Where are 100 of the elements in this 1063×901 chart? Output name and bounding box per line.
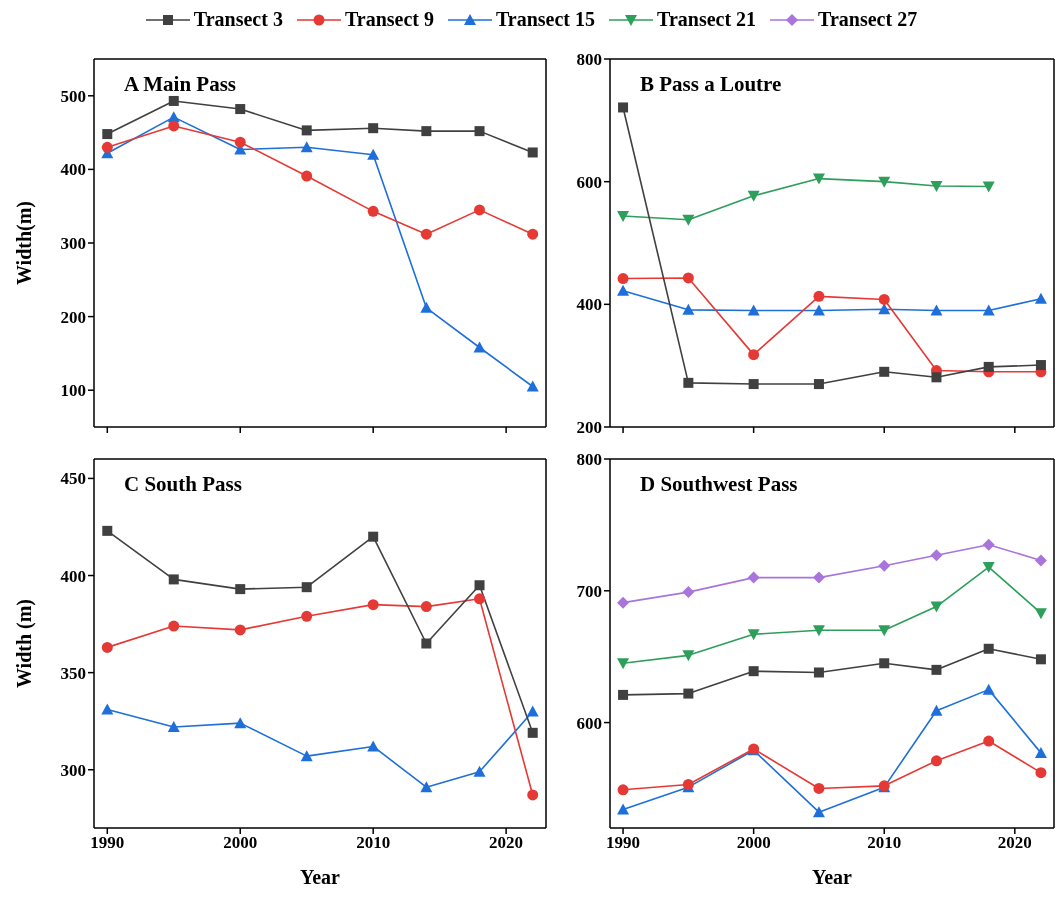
point [982, 538, 995, 551]
point [748, 666, 759, 677]
point [168, 95, 179, 106]
point [473, 341, 486, 353]
point [367, 740, 380, 752]
y-tick-label: 700 [576, 581, 602, 601]
text: A Main Pass [124, 72, 237, 97]
point [931, 372, 942, 383]
point [930, 180, 943, 192]
point [474, 593, 486, 605]
legend-label: Transect 27 [818, 8, 918, 31]
point [682, 272, 694, 284]
point [1034, 746, 1047, 758]
point [301, 170, 313, 182]
x-tick-label: 2000 [223, 833, 258, 853]
text: D Southwest Pass [640, 472, 798, 497]
point [367, 148, 380, 160]
x-tick-label: 2010 [356, 833, 391, 853]
point [747, 629, 760, 641]
point [982, 304, 995, 316]
point [747, 304, 760, 316]
point [474, 204, 486, 216]
point [301, 582, 312, 593]
point [683, 377, 694, 388]
point [1034, 608, 1047, 620]
point [235, 584, 246, 595]
point [102, 129, 113, 140]
point [682, 303, 695, 315]
point [1034, 292, 1047, 304]
x-tick-label: 2020 [489, 833, 524, 853]
point [812, 304, 825, 316]
y-tick-label: 600 [576, 713, 602, 733]
point [813, 667, 824, 678]
point [167, 721, 180, 733]
point [368, 123, 379, 134]
y-tick-label: 800 [576, 450, 602, 470]
point [878, 293, 890, 305]
point [982, 181, 995, 193]
point [102, 525, 113, 536]
point [420, 228, 432, 240]
point [812, 571, 825, 584]
point [983, 735, 995, 747]
point [168, 574, 179, 585]
x-tick-label: 2020 [997, 833, 1032, 853]
x-tick-label: 1990 [606, 833, 641, 853]
point [982, 683, 995, 695]
point [682, 650, 695, 662]
point [367, 599, 379, 611]
legend-label: Transect 9 [344, 8, 434, 31]
point [168, 120, 180, 132]
point [747, 571, 760, 584]
y-axis-title: Width (m) [13, 598, 37, 689]
x-axis-title: Year [300, 866, 341, 888]
point [878, 559, 891, 572]
point [618, 102, 629, 113]
y-tick-label: 600 [576, 172, 602, 192]
point [1035, 654, 1046, 665]
y-axis-title: Width(m) [13, 200, 37, 286]
point [878, 176, 891, 188]
point [683, 688, 694, 699]
point [421, 638, 432, 649]
y-tick-label: 300 [60, 760, 86, 780]
y-tick-label: 350 [60, 663, 86, 683]
x-axis-title: Year [812, 866, 853, 888]
point [878, 625, 891, 637]
point [617, 658, 630, 670]
point [682, 214, 695, 226]
point [879, 658, 890, 669]
point [473, 765, 486, 777]
point [168, 620, 180, 632]
y-tick-label: 400 [60, 566, 86, 586]
point [527, 147, 538, 158]
point [1035, 767, 1047, 779]
point [617, 273, 629, 285]
point [101, 703, 114, 715]
point [101, 641, 113, 653]
point [812, 173, 825, 185]
point [812, 806, 825, 818]
x-tick-label: 2010 [867, 833, 902, 853]
point [813, 379, 824, 390]
point [878, 303, 891, 315]
point [474, 580, 485, 591]
y-tick-label: 400 [60, 160, 86, 180]
point [526, 705, 539, 717]
y-tick-label: 100 [60, 381, 86, 401]
y-tick-label: 450 [60, 469, 86, 489]
point [931, 664, 942, 675]
point [527, 727, 538, 738]
point [527, 228, 539, 240]
point [930, 755, 942, 767]
x-tick-label: 1990 [90, 833, 125, 853]
point [812, 625, 825, 637]
point [1034, 554, 1047, 567]
legend-label: Transect 15 [495, 8, 596, 31]
point [420, 781, 433, 793]
y-tick-label: 500 [60, 86, 86, 106]
legend-label: Transect 3 [193, 8, 283, 31]
y-tick-label: 200 [576, 418, 602, 438]
point [234, 717, 247, 729]
point [617, 803, 630, 815]
